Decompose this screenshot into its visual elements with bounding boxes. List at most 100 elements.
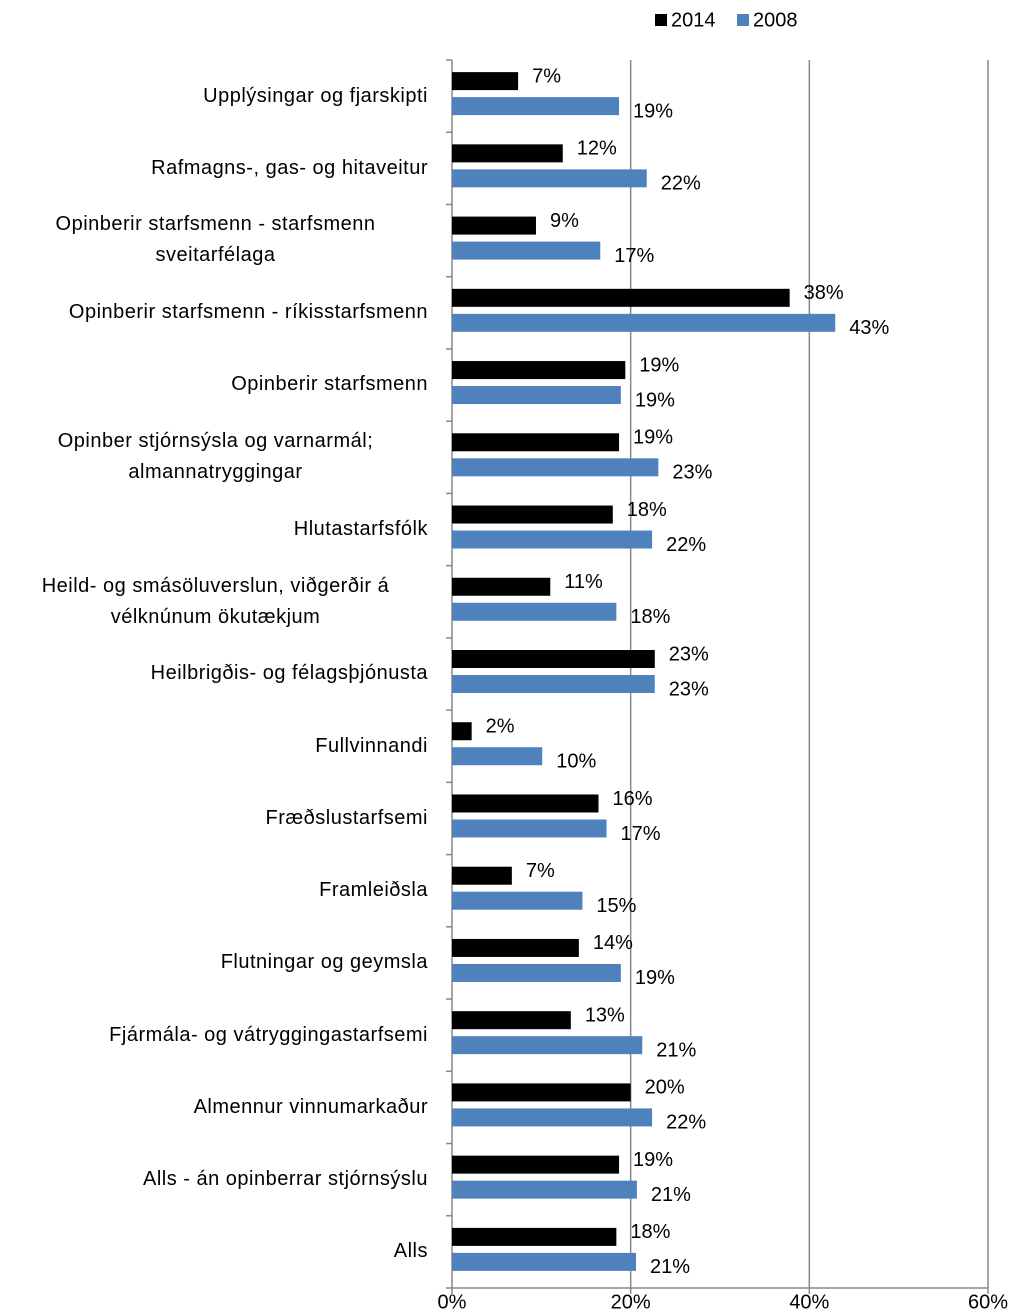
- value-label: 38%: [804, 282, 844, 304]
- category-text: Opinberir starfsmenn - starfsmenn sveita…: [55, 213, 376, 267]
- x-tick-label: 20%: [611, 1291, 651, 1313]
- category-label: Hlutastarfsfólk: [294, 493, 428, 565]
- bar: [452, 97, 620, 116]
- value-label: 19%: [635, 389, 675, 411]
- category-label: Heild- og smásöluverslun, viðgerðir á vé…: [3, 566, 428, 638]
- category-label: Opinber stjórnsýsla og varnarmál; almann…: [3, 421, 428, 493]
- bar: [452, 1083, 631, 1102]
- bar: [452, 650, 655, 668]
- value-label: 23%: [669, 643, 709, 665]
- value-label: 12%: [577, 138, 617, 160]
- value-label: 18%: [630, 606, 670, 628]
- category-text: Almennur vinnumarkaður: [193, 1095, 428, 1118]
- category-label: Opinberir starfsmenn - starfsmenn sveita…: [3, 204, 428, 276]
- x-tick-label: 60%: [968, 1291, 1008, 1313]
- category-text: Opinberir starfsmenn: [231, 373, 428, 396]
- category-label: Fræðslustarfsemi: [266, 782, 428, 854]
- x-tick-label: 0%: [438, 1291, 467, 1313]
- value-label: 19%: [633, 100, 673, 122]
- category-label: Opinberir starfsmenn: [231, 349, 428, 421]
- bar: [452, 361, 626, 380]
- bar: [452, 288, 790, 307]
- bar: [452, 1011, 571, 1030]
- bar: [452, 938, 579, 957]
- bar: [452, 505, 613, 524]
- bar: [452, 169, 647, 188]
- value-label: 16%: [613, 788, 653, 810]
- category-label: Flutningar og geymsla: [221, 927, 428, 999]
- bar: [452, 313, 836, 332]
- bar: [452, 241, 601, 260]
- value-label: 14%: [593, 932, 633, 954]
- value-label: 21%: [651, 1184, 691, 1206]
- value-label: 19%: [633, 1149, 673, 1171]
- category-text: Hlutastarfsfólk: [293, 517, 428, 540]
- category-label: Rafmagns-, gas- og hitaveitur: [151, 132, 428, 204]
- category-label: Framleiðsla: [319, 855, 428, 927]
- value-label: 15%: [596, 895, 636, 917]
- value-label: 17%: [614, 245, 654, 267]
- category-text: Heilbrigðis- og félagsþjónusta: [150, 662, 428, 685]
- bar: [452, 602, 617, 621]
- value-label: 23%: [672, 462, 712, 484]
- bar: [452, 747, 543, 766]
- category-label: Fullvinnandi: [315, 710, 428, 782]
- category-label: Heilbrigðis- og félagsþjónusta: [151, 638, 428, 710]
- category-label: Opinberir starfsmenn - ríkisstarfsmenn: [69, 277, 428, 349]
- category-text: Upplýsingar og fjarskipti: [203, 84, 428, 107]
- value-label: 18%: [627, 499, 667, 521]
- bar: [452, 891, 583, 910]
- value-label: 20%: [645, 1077, 685, 1099]
- legend-label: 2008: [753, 9, 798, 31]
- bar: [452, 216, 536, 235]
- value-label: 22%: [666, 534, 706, 556]
- category-label: Alls: [394, 1216, 428, 1288]
- category-label: Fjármála- og vátryggingastarfsemi: [109, 999, 428, 1071]
- bar: [452, 675, 655, 693]
- value-label: 10%: [556, 751, 596, 773]
- value-label: 43%: [849, 317, 889, 339]
- category-label: Upplýsingar og fjarskipti: [203, 60, 428, 132]
- category-text: Heild- og smásöluverslun, viðgerðir á vé…: [41, 574, 390, 628]
- legend-swatch: [655, 14, 667, 26]
- bar: [452, 722, 472, 741]
- value-label: 17%: [621, 823, 661, 845]
- category-label: Alls - án opinberrar stjórnsýslu: [143, 1144, 428, 1216]
- bar: [452, 866, 512, 885]
- bar: [452, 1108, 653, 1127]
- category-text: Fjármála- og vátryggingastarfsemi: [109, 1023, 428, 1046]
- bar: [452, 794, 599, 813]
- bar: [452, 386, 621, 405]
- category-text: Fræðslustarfsemi: [265, 806, 428, 829]
- value-label: 22%: [661, 173, 701, 195]
- category-label: Almennur vinnumarkaður: [194, 1071, 428, 1143]
- category-text: Alls: [393, 1240, 428, 1263]
- bar: [452, 433, 620, 452]
- bar: [452, 819, 607, 838]
- category-text: Opinber stjórnsýsla og varnarmál; almann…: [57, 430, 374, 484]
- value-label: 2%: [486, 716, 515, 738]
- bar: [452, 1036, 643, 1055]
- value-label: 7%: [526, 860, 555, 882]
- bar: [452, 1227, 617, 1246]
- category-text: Alls - án opinberrar stjórnsýslu: [143, 1168, 428, 1191]
- bar: [452, 144, 563, 163]
- category-text: Opinberir starfsmenn - ríkisstarfsmenn: [68, 301, 428, 324]
- bar: [452, 458, 659, 477]
- bar: [452, 530, 653, 549]
- bar: [452, 1180, 637, 1199]
- value-label: 19%: [635, 967, 675, 989]
- value-label: 22%: [666, 1112, 706, 1134]
- bar: [452, 1252, 637, 1271]
- value-label: 19%: [639, 354, 679, 376]
- category-text: Rafmagns-, gas- og hitaveitur: [151, 156, 428, 179]
- category-text: Fullvinnandi: [315, 734, 428, 757]
- value-label: 13%: [585, 1004, 625, 1026]
- bar: [452, 963, 621, 982]
- value-label: 23%: [669, 678, 709, 700]
- value-label: 7%: [532, 65, 561, 87]
- legend-swatch: [737, 14, 749, 26]
- value-label: 18%: [630, 1221, 670, 1243]
